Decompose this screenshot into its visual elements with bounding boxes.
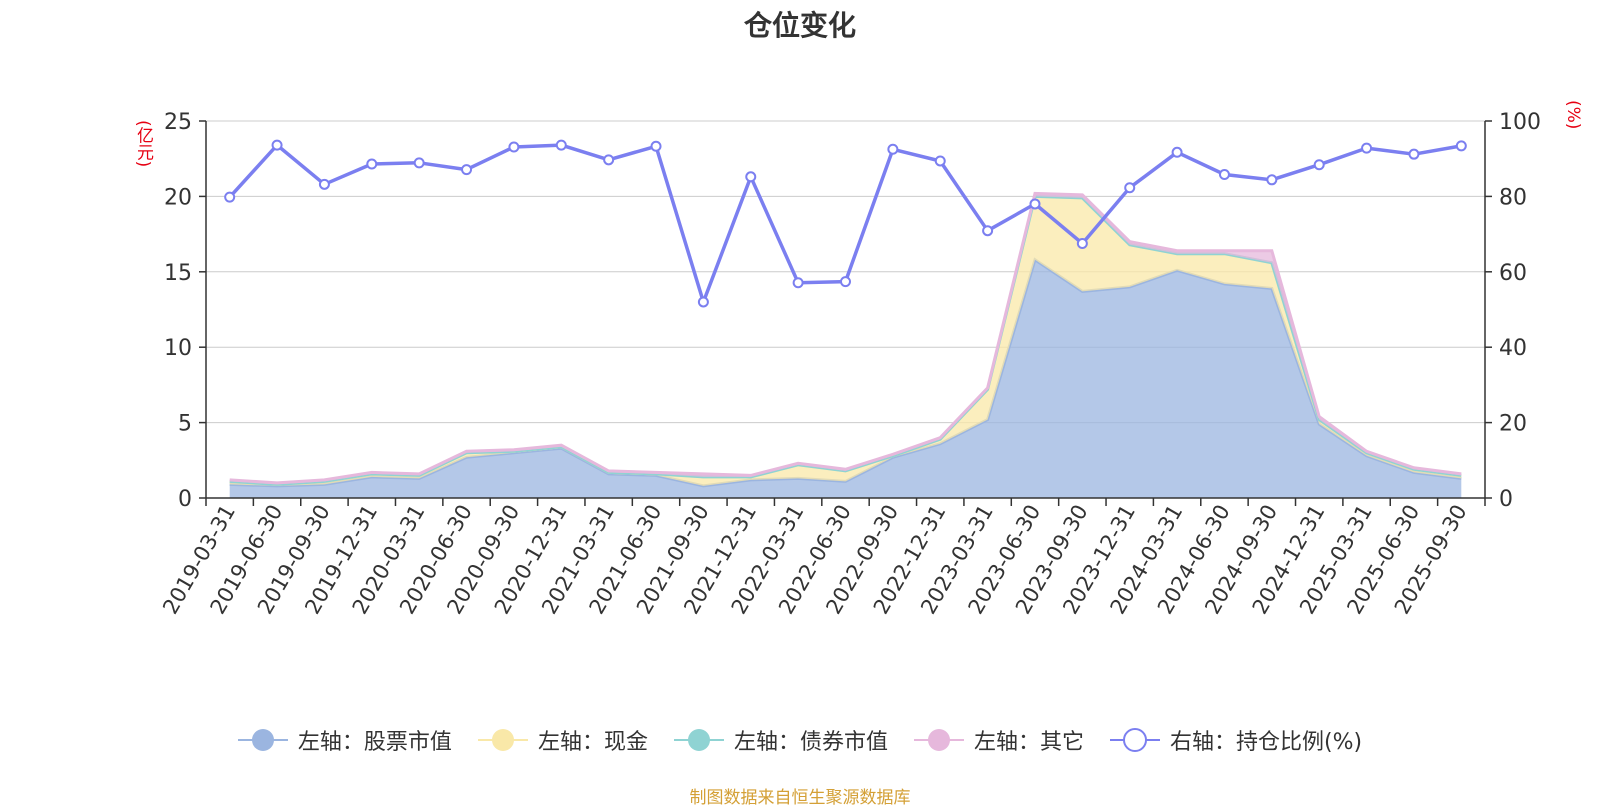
ratio-point (1313, 159, 1325, 171)
area-0 (229, 259, 1462, 498)
ratio-point (650, 140, 662, 152)
ratio-point (1029, 198, 1041, 210)
ratio-point (366, 158, 378, 170)
area-line-3 (229, 191, 1462, 485)
y-tick-label-left: 5 (178, 412, 192, 437)
ratio-point (271, 139, 283, 151)
legend-marker-stock-value (237, 729, 288, 751)
legend-item-bond-value[interactable]: 左轴：债券市值 (673, 724, 888, 756)
legend-marker-position-ratio (1109, 728, 1160, 752)
y-tick-label-right: 100 (1499, 110, 1541, 135)
legend: 左轴：股票市值 左轴：现金 左轴：债券市值 左轴：其它 右轴：持仓比例(%) (0, 720, 1600, 760)
y-tick-label-right: 80 (1499, 185, 1527, 210)
y-tick-label-right: 40 (1499, 336, 1527, 361)
y-tick-label-left: 15 (164, 261, 192, 286)
right-axis-unit: (%) (1563, 100, 1583, 130)
y-tick-label-left: 20 (164, 185, 192, 210)
legend-label-other: 左轴：其它 (973, 730, 1084, 755)
ratio-point (555, 139, 567, 151)
y-tick-label-left: 0 (178, 487, 192, 512)
ratio-point (1076, 238, 1088, 250)
ratio-point (840, 276, 851, 288)
ratio-point (1171, 146, 1183, 158)
ratio-point (413, 157, 425, 169)
y-tick-label-right: 60 (1499, 261, 1527, 286)
legend-marker-bond-value (673, 729, 724, 751)
ratio-point (1218, 169, 1230, 181)
legend-label-cash: 左轴：现金 (537, 730, 648, 755)
ratio-point (508, 141, 520, 153)
legend-item-cash[interactable]: 左轴：现金 (477, 724, 648, 756)
legend-item-other[interactable]: 左轴：其它 (913, 724, 1084, 756)
ratio-point (887, 143, 899, 155)
y-tick-label-right: 0 (1499, 487, 1513, 512)
y-tick-label-left: 25 (164, 110, 192, 135)
ratio-point (1455, 140, 1467, 152)
left-axis-unit: (亿元) (133, 120, 153, 168)
legend-label-position-ratio: 右轴：持仓比例(%) (1169, 730, 1363, 755)
legend-marker-other (913, 729, 964, 751)
ratio-point (1408, 148, 1420, 160)
legend-label-bond-value: 左轴：债券市值 (733, 730, 888, 755)
ratio-point (603, 154, 615, 166)
legend-label-stock-value: 左轴：股票市值 (297, 730, 452, 755)
ratio-point (982, 225, 994, 237)
y-tick-label-right: 20 (1499, 412, 1527, 437)
ratio-point (1124, 182, 1136, 194)
ratio-point (934, 155, 946, 167)
legend-item-stock-value[interactable]: 左轴：股票市值 (237, 724, 452, 756)
legend-marker-cash (477, 729, 528, 751)
legend-item-position-ratio[interactable]: 右轴：持仓比例(%) (1109, 724, 1363, 756)
ratio-point (745, 171, 757, 183)
ratio-point (1266, 174, 1278, 186)
source-note: 制图数据来自恒生聚源数据库 (689, 788, 911, 808)
ratio-point (318, 178, 330, 190)
ratio-point (461, 164, 473, 176)
chart-title: 仓位变化 (743, 9, 856, 42)
ratio-point (1361, 142, 1373, 154)
area-1 (229, 196, 1462, 486)
ratio-point (224, 191, 236, 203)
ratio-point (792, 277, 804, 289)
ratio-point (697, 296, 709, 308)
y-tick-label-left: 10 (164, 336, 192, 361)
